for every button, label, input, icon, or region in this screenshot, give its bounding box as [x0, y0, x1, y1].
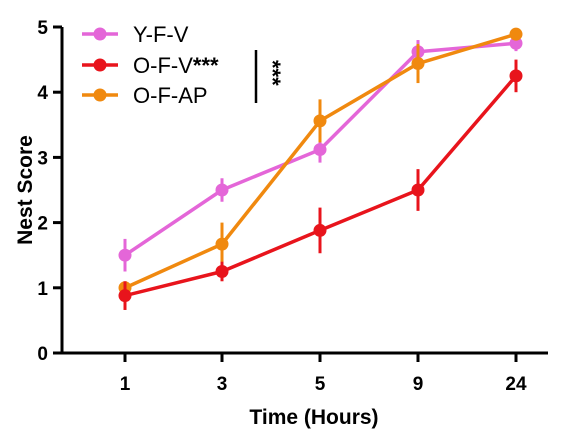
legend: Y-F-V O-F-V*** O-F-AP — [82, 22, 219, 108]
legend-swatch-marker — [93, 58, 107, 72]
data-point — [411, 57, 425, 71]
y-tick-label: 4 — [37, 83, 48, 104]
x-ticks: 1 3 5 9 24 — [120, 353, 527, 395]
legend-label: O-F-V*** — [133, 53, 219, 78]
data-point — [118, 289, 132, 303]
y-tick-label: 2 — [37, 214, 48, 235]
axes — [60, 27, 548, 355]
legend-label: Y-F-V — [133, 22, 189, 47]
legend-item-o-f-v: O-F-V*** — [82, 53, 219, 78]
legend-item-y-f-v: Y-F-V — [82, 22, 189, 47]
y-tick-label: 5 — [37, 18, 48, 39]
y-ticks: 0 1 2 3 4 5 — [37, 18, 62, 365]
legend-swatch-marker — [93, 88, 107, 102]
x-axis-title: Time (Hours) — [249, 406, 378, 429]
data-point — [215, 237, 229, 251]
x-tick-label: 5 — [315, 374, 326, 395]
x-tick-label: 1 — [120, 374, 131, 395]
data-point — [215, 183, 229, 197]
significance-bracket: *** — [254, 50, 285, 103]
data-point — [509, 69, 523, 83]
bracket-significance: *** — [260, 60, 285, 86]
y-tick-label: 0 — [37, 344, 48, 365]
data-point — [509, 36, 523, 50]
y-tick-label: 1 — [37, 279, 48, 300]
x-tick-label: 3 — [217, 374, 228, 395]
data-point — [411, 183, 425, 197]
series-layer — [118, 27, 523, 310]
x-tick-label: 24 — [505, 374, 527, 395]
data-point — [313, 114, 327, 128]
series-points-o-f-v — [118, 59, 523, 310]
legend-label: O-F-AP — [133, 83, 208, 108]
x-tick-label: 9 — [413, 374, 424, 395]
legend-label-name: O-F-V — [133, 53, 193, 78]
y-tick-label: 3 — [37, 148, 48, 169]
data-point — [118, 248, 132, 262]
legend-swatch-marker — [93, 27, 107, 41]
legend-item-o-f-ap: O-F-AP — [82, 83, 208, 108]
legend-significance: *** — [193, 53, 219, 78]
y-axis-title: Nest Score — [14, 135, 37, 245]
data-point — [313, 223, 327, 237]
data-point — [509, 27, 523, 41]
data-point — [215, 265, 229, 278]
data-point — [313, 143, 327, 157]
